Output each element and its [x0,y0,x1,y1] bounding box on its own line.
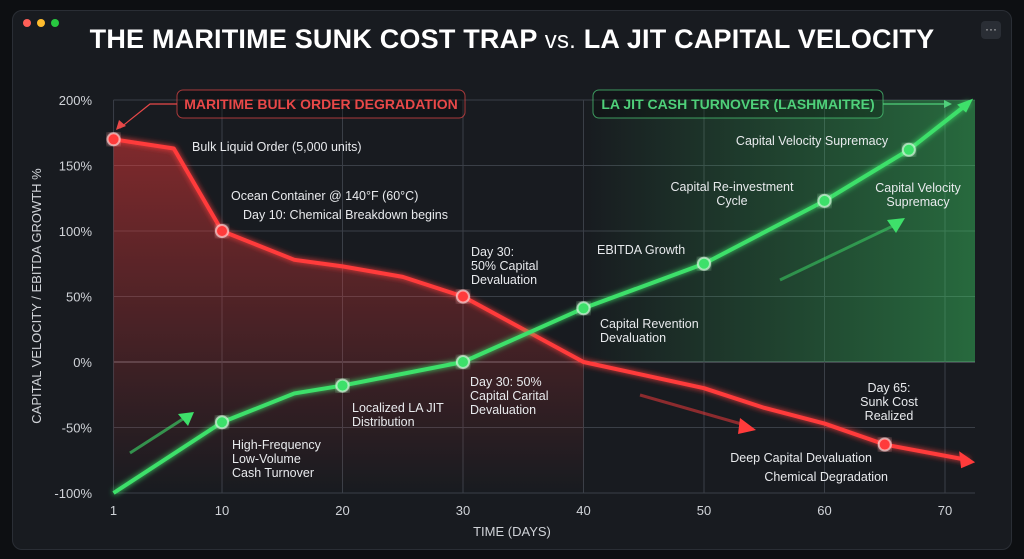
la-jit-data-point [817,193,832,208]
legend-maritime: MARITIME BULK ORDER DEGRADATION [184,96,458,112]
trend-arrow-line [779,223,896,282]
annotation-line: Deep Capital Devaluation [730,451,872,465]
la-jit-series-line [112,101,971,495]
x-tick-label: 70 [938,503,952,518]
y-tick-label: 50% [66,290,92,305]
y-tick-label: 0% [73,355,92,370]
annotation-line: Capital Re-investment [671,180,794,194]
annotation-line: Cycle [716,194,747,208]
annotation-line: Bulk Liquid Order (5,000 units) [192,140,362,154]
close-window-button[interactable] [23,19,31,27]
annotation-line: Capital Revention [600,317,699,331]
annotation-line: Sunk Cost [860,395,918,409]
maritime-data-point [456,289,470,304]
title-part-2: LA JIT CAPITAL VELOCITY [583,24,935,54]
annotation-label: Ocean Container @ 140°F (60°C) [231,189,418,203]
y-tick-label: 100% [59,224,93,239]
x-tick-label: 10 [215,503,229,518]
x-tick-label: 1 [110,503,117,518]
y-tick-label: 150% [59,159,93,174]
annotation-label: Localized LA JIT Distribution [352,401,444,429]
legend-pointer-line [119,103,177,129]
y-axis-label: CAPITAL VELOCITY / EBITDA GROWTH % [29,168,44,424]
green-area-fill [583,100,975,362]
annotation-label: Day 65: Sunk Cost Realized [860,381,918,423]
annotation-label: Bulk Liquid Order (5,000 units) [192,140,362,154]
title-part-1: THE MARITIME SUNK COST TRAP [89,24,538,54]
maximize-window-button[interactable] [51,19,59,27]
annotation-line: Distribution [352,415,415,429]
legend-arrow-icon [944,100,952,108]
x-tick-label: 20 [335,503,349,518]
annotation-line: Capital Velocity [875,181,961,195]
trend-up-arrow-icon [887,218,905,233]
annotation-line: Realized [865,409,914,423]
annotation-label: Day 30: 50% Capital Carital Devaluation [470,375,549,417]
y-tick-label: -50% [62,421,93,436]
maritime-series-line [113,137,970,463]
annotation-line: High-Frequency [232,438,322,452]
annotation-label: Day 10: Chemical Breakdown begins [243,208,448,222]
annotation-label: Day 30: 50% Capital Devaluation [471,245,538,287]
x-tick-label: 60 [817,503,831,518]
annotation-label: Capital Velocity Supremacy [736,134,889,148]
maritime-arrowhead-icon [959,451,976,469]
la-jit-data-point [697,256,711,271]
maritime-data-point [215,224,229,238]
annotation-line: Ocean Container @ 140°F (60°C) [231,189,418,203]
y-tick-label: 200% [59,93,93,108]
maritime-data-point [877,437,892,452]
trend-arrow-line [639,393,746,427]
title-vs: vs. [544,27,577,54]
maritime-data-point [106,132,121,147]
la-jit-arrowhead-icon [957,98,974,113]
la-jit-data-point [576,301,591,316]
annotation-label: Deep Capital Devaluation [730,451,872,465]
annotation-line: Chemical Degradation [764,470,888,484]
trend-down-arrow-icon [738,418,756,434]
annotation-line: Cash Turnover [232,466,314,480]
annotation-label: Capital Revention Devaluation [600,317,699,345]
annotation-line: Devaluation [471,273,537,287]
legend-la-jit: LA JIT CASH TURNOVER (LASHMAITRE) [601,96,874,112]
annotation-line: Capital Velocity Supremacy [736,134,889,148]
la-jit-data-point [335,378,350,393]
annotation-label: EBITDA Growth [597,243,685,257]
annotation-line: Day 10: Chemical Breakdown begins [243,208,448,222]
la-jit-data-point [456,355,470,369]
x-axis-label: TIME (DAYS) [473,524,551,539]
annotation-line: Day 65: [867,381,910,395]
annotation-line: Capital Carital [470,389,549,403]
annotation-line: Localized LA JIT [352,401,444,415]
x-tick-label: 50 [697,503,711,518]
legend-pointer-icon [116,120,126,130]
x-tick-label: 40 [576,503,590,518]
trend-arrow-line [129,415,187,455]
la-jit-data-point [215,415,229,430]
la-jit-data-point [901,142,916,157]
more-options-button[interactable]: ··· [981,21,1001,39]
annotation-line: Supremacy [886,195,950,209]
annotation-label: Capital Re-investment Cycle [671,180,794,208]
annotation-line: EBITDA Growth [597,243,685,257]
annotation-line: 50% Capital [471,259,538,273]
annotation-line: Devaluation [470,403,536,417]
annotation-line: Day 30: [471,245,514,259]
annotation-line: Devaluation [600,331,666,345]
red-area-fill [113,139,584,494]
annotation-line: Day 30: 50% [470,375,542,389]
x-tick-label: 30 [456,503,470,518]
annotation-label: Chemical Degradation [764,470,888,484]
chart-title: THE MARITIME SUNK COST TRAP vs. LA JIT C… [0,24,1024,55]
minimize-window-button[interactable] [37,19,45,27]
y-tick-label: -100% [54,486,92,501]
annotation-label: Capital Velocity Supremacy [875,181,961,209]
annotation-line: Low-Volume [232,452,301,466]
annotation-label: High-Frequency Low-Volume Cash Turnover [232,438,322,480]
trend-up-arrow-icon [178,412,194,426]
